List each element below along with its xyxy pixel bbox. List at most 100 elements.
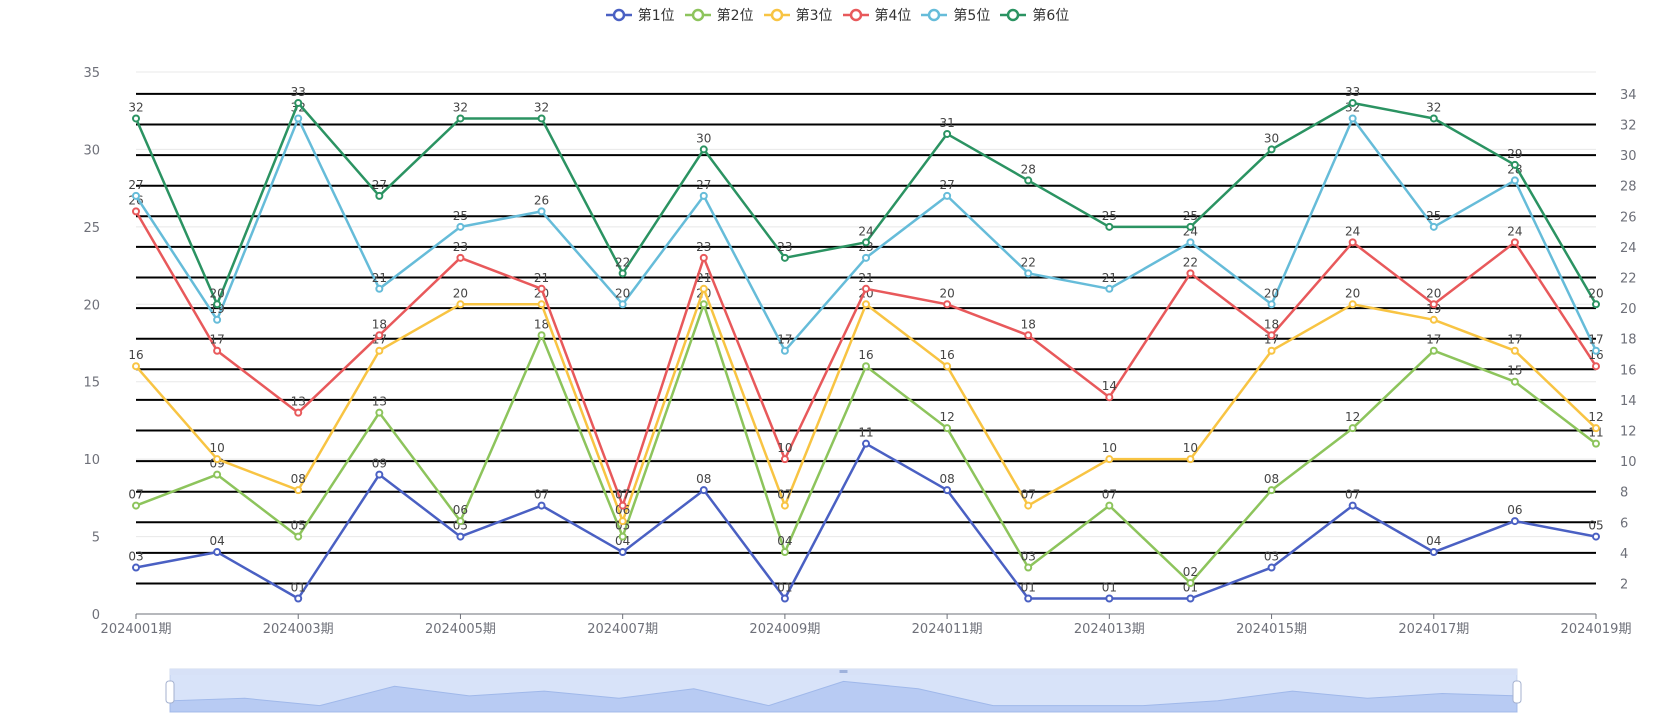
data-point[interactable] [1510, 160, 1519, 169]
data-point[interactable] [780, 455, 789, 464]
data-point[interactable] [1105, 594, 1114, 603]
data-point[interactable] [1348, 98, 1357, 107]
data-point[interactable] [1186, 238, 1195, 247]
data-point[interactable] [1024, 176, 1033, 185]
data-point[interactable] [213, 548, 222, 557]
data-point[interactable] [213, 300, 222, 309]
data-point[interactable] [1267, 145, 1276, 154]
data-point[interactable] [1348, 501, 1357, 510]
data-point[interactable] [213, 455, 222, 464]
data-point[interactable] [1510, 517, 1519, 526]
data-point[interactable] [375, 470, 384, 479]
data-point[interactable] [1267, 346, 1276, 355]
data-point[interactable] [456, 222, 465, 231]
data-point[interactable] [537, 207, 546, 216]
data-point[interactable] [1267, 300, 1276, 309]
data-point[interactable] [537, 300, 546, 309]
data-point[interactable] [618, 548, 627, 557]
data-point[interactable] [943, 191, 952, 200]
data-point[interactable] [375, 284, 384, 293]
data-point[interactable] [1267, 563, 1276, 572]
data-point[interactable] [1024, 331, 1033, 340]
data-point[interactable] [1510, 377, 1519, 386]
legend-item[interactable]: 第4位 [842, 5, 911, 25]
data-point[interactable] [375, 346, 384, 355]
data-point[interactable] [132, 207, 140, 216]
data-point[interactable] [456, 300, 465, 309]
data-point[interactable] [1186, 579, 1195, 588]
data-point[interactable] [1510, 346, 1519, 355]
data-point[interactable] [862, 253, 870, 262]
data-point[interactable] [1348, 424, 1357, 433]
data-point[interactable] [132, 501, 140, 510]
data-point[interactable] [1186, 269, 1195, 278]
data-point[interactable] [294, 486, 303, 495]
data-point[interactable] [862, 439, 870, 448]
data-point[interactable] [943, 486, 952, 495]
data-point[interactable] [618, 532, 627, 541]
data-point[interactable] [1024, 501, 1033, 510]
zoom-selected-range[interactable] [170, 669, 1517, 712]
data-point[interactable] [1348, 300, 1357, 309]
data-zoom-slider[interactable] [165, 668, 1522, 713]
data-point[interactable] [1024, 594, 1033, 603]
data-point[interactable] [294, 532, 303, 541]
data-point[interactable] [1186, 594, 1195, 603]
data-point[interactable] [1105, 284, 1114, 293]
data-point[interactable] [699, 300, 708, 309]
data-point[interactable] [132, 362, 140, 371]
legend-item[interactable]: 第5位 [921, 5, 990, 25]
data-point[interactable] [294, 98, 303, 107]
data-point[interactable] [699, 145, 708, 154]
data-point[interactable] [537, 284, 546, 293]
data-point[interactable] [537, 331, 546, 340]
data-point[interactable] [1105, 501, 1114, 510]
data-point[interactable] [1592, 532, 1600, 541]
data-point[interactable] [1348, 114, 1357, 123]
data-point[interactable] [862, 238, 870, 247]
data-point[interactable] [780, 594, 789, 603]
data-point[interactable] [1592, 424, 1600, 433]
data-point[interactable] [1429, 300, 1438, 309]
data-point[interactable] [213, 470, 222, 479]
legend-item[interactable]: 第1位 [605, 5, 675, 25]
data-point[interactable] [1429, 315, 1438, 324]
data-point[interactable] [1592, 346, 1600, 355]
data-point[interactable] [213, 346, 222, 355]
data-point[interactable] [862, 284, 870, 293]
data-point[interactable] [780, 548, 789, 557]
data-point[interactable] [456, 517, 465, 526]
data-point[interactable] [294, 114, 303, 123]
data-point[interactable] [618, 501, 627, 510]
data-point[interactable] [1592, 362, 1600, 371]
data-point[interactable] [780, 253, 789, 262]
data-point[interactable] [294, 408, 303, 417]
data-point[interactable] [862, 300, 870, 309]
data-point[interactable] [1592, 439, 1600, 448]
data-point[interactable] [1348, 238, 1357, 247]
data-point[interactable] [375, 408, 384, 417]
legend-item[interactable]: 第6位 [1000, 5, 1069, 25]
data-point[interactable] [1105, 393, 1114, 402]
legend-item[interactable]: 第3位 [763, 5, 833, 25]
data-point[interactable] [1186, 455, 1195, 464]
data-point[interactable] [1267, 486, 1276, 495]
data-point[interactable] [943, 129, 952, 138]
data-point[interactable] [213, 315, 222, 324]
data-point[interactable] [1510, 176, 1519, 185]
data-point[interactable] [1105, 455, 1114, 464]
data-point[interactable] [699, 253, 708, 262]
data-point[interactable] [618, 517, 627, 526]
data-point[interactable] [618, 269, 627, 278]
data-point[interactable] [943, 300, 952, 309]
data-point[interactable] [456, 114, 465, 123]
data-point[interactable] [1267, 331, 1276, 340]
data-point[interactable] [1592, 300, 1600, 309]
legend-item[interactable]: 第2位 [684, 5, 754, 25]
data-point[interactable] [780, 501, 789, 510]
data-point[interactable] [456, 253, 465, 262]
data-point[interactable] [1429, 222, 1438, 231]
data-point[interactable] [1186, 222, 1195, 231]
data-point[interactable] [1429, 346, 1438, 355]
data-point[interactable] [1510, 238, 1519, 247]
